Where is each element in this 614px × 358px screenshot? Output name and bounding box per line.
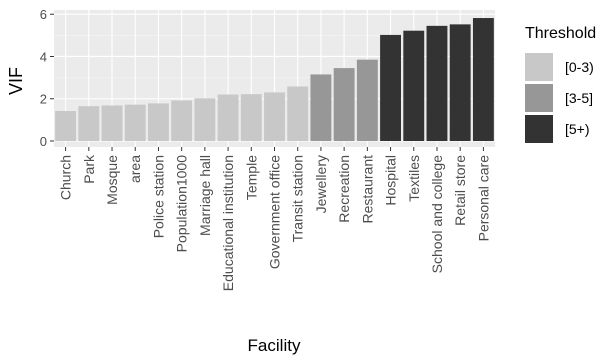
bar-personal-care — [472, 18, 494, 142]
bar-recreation — [333, 68, 355, 141]
bar-restaurant — [356, 59, 378, 141]
legend-title: Threshold — [525, 25, 596, 42]
x-tick-label: Personal care — [475, 155, 491, 242]
bar-area — [124, 104, 146, 141]
legend: Threshold [0-3) [3-5] [5+) — [525, 25, 596, 143]
x-tick-label: Temple — [243, 155, 259, 200]
bar-temple — [240, 94, 262, 141]
x-tick-label: Police station — [150, 155, 166, 238]
bar-textiles — [403, 30, 425, 141]
bar-police-station — [148, 103, 169, 141]
legend-key — [525, 53, 553, 81]
x-axis: Church Park Mosque area Police station Popula… — [58, 147, 491, 291]
legend-label: [0-3) — [565, 59, 594, 75]
x-tick-label: Park — [81, 154, 97, 184]
x-tick-label: Restaurant — [359, 155, 375, 224]
bars — [55, 18, 494, 142]
bar-retail-store — [449, 24, 471, 141]
bar-church — [55, 110, 77, 141]
bar-park — [78, 106, 100, 141]
bar-educational-institution — [217, 94, 239, 141]
x-tick-label: Marriage hall — [197, 155, 213, 236]
bar-population1000 — [171, 100, 193, 141]
bar-marriage-hall — [194, 98, 216, 141]
x-tick-label: Mosque — [104, 155, 120, 205]
x-tick-label: Retail store — [452, 155, 468, 226]
bar-transit-station — [287, 86, 309, 141]
legend-label: [5+) — [565, 121, 590, 137]
x-tick-label: Textiles — [406, 155, 422, 202]
y-tick-label: 4 — [40, 49, 47, 64]
x-tick-label: Recreation — [336, 155, 352, 223]
y-tick-label: 0 — [40, 134, 47, 149]
x-tick-label: Government office — [267, 155, 283, 269]
legend-key — [525, 115, 553, 143]
x-tick-label: Hospital — [383, 155, 399, 206]
y-axis-label: VIF — [6, 67, 26, 95]
x-axis-label: Facility — [248, 336, 301, 355]
y-axis: 0 2 4 6 — [40, 7, 54, 149]
y-tick-label: 6 — [40, 7, 47, 22]
bar-hospital — [380, 34, 401, 141]
x-tick-label: Jewellery — [313, 155, 329, 213]
x-tick-label: Population1000 — [174, 155, 190, 253]
x-tick-label: area — [127, 155, 143, 183]
bar-government-office — [264, 92, 285, 141]
y-tick-label: 2 — [40, 92, 47, 107]
legend-key — [525, 84, 553, 112]
x-tick-label: Educational institution — [220, 155, 236, 291]
x-tick-label: School and college — [429, 155, 445, 274]
bar-mosque — [101, 105, 123, 141]
x-tick-label: Transit station — [290, 155, 306, 242]
bar-school-and-college — [426, 25, 448, 142]
legend-label: [3-5] — [565, 90, 593, 106]
bar-jewellery — [310, 74, 332, 141]
x-tick-label: Church — [58, 155, 74, 200]
